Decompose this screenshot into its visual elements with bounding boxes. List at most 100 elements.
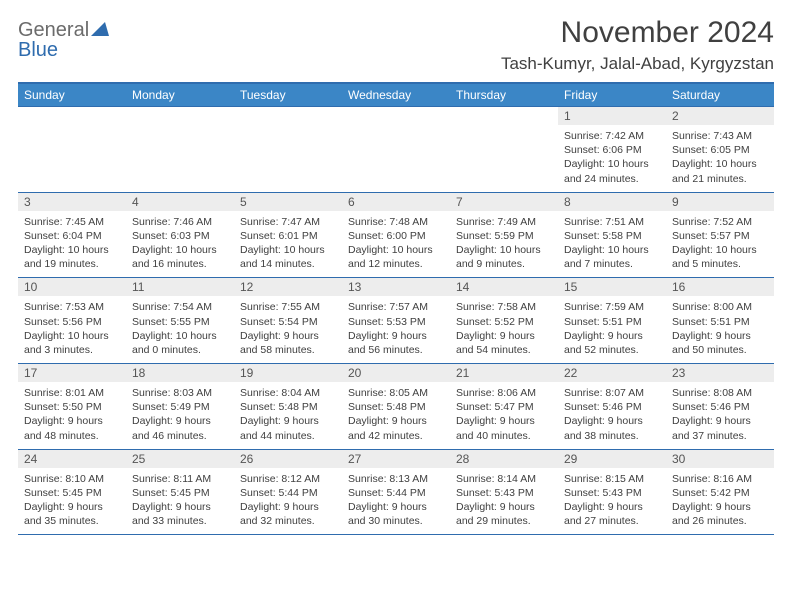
calendar-week: 24Sunrise: 8:10 AMSunset: 5:45 PMDayligh… [18, 449, 774, 535]
day-info: Sunrise: 8:00 AMSunset: 5:51 PMDaylight:… [666, 296, 774, 363]
day-number: 2 [666, 107, 774, 125]
daylight-line2: and 38 minutes. [564, 429, 660, 443]
sunrise-text: Sunrise: 7:43 AM [672, 129, 768, 143]
brand-word1: General [18, 19, 89, 41]
day-number: 23 [666, 364, 774, 382]
sunrise-text: Sunrise: 8:03 AM [132, 386, 228, 400]
daylight-line1: Daylight: 9 hours [240, 414, 336, 428]
daylight-line2: and 21 minutes. [672, 172, 768, 186]
daylight-line2: and 58 minutes. [240, 343, 336, 357]
calendar-cell: 8Sunrise: 7:51 AMSunset: 5:58 PMDaylight… [558, 193, 666, 278]
daylight-line1: Daylight: 9 hours [24, 500, 120, 514]
day-number: 4 [126, 193, 234, 211]
sunrise-text: Sunrise: 7:59 AM [564, 300, 660, 314]
sunset-text: Sunset: 5:43 PM [564, 486, 660, 500]
daylight-line2: and 30 minutes. [348, 514, 444, 528]
daylight-line1: Daylight: 9 hours [348, 500, 444, 514]
day-number: 8 [558, 193, 666, 211]
day-info: Sunrise: 8:08 AMSunset: 5:46 PMDaylight:… [666, 382, 774, 449]
sunset-text: Sunset: 5:51 PM [564, 315, 660, 329]
day-info: Sunrise: 7:45 AMSunset: 6:04 PMDaylight:… [18, 211, 126, 278]
calendar-cell: 30Sunrise: 8:16 AMSunset: 5:42 PMDayligh… [666, 450, 774, 535]
day-number: 15 [558, 278, 666, 296]
sunset-text: Sunset: 5:57 PM [672, 229, 768, 243]
sunrise-text: Sunrise: 8:13 AM [348, 472, 444, 486]
calendar-cell: 2Sunrise: 7:43 AMSunset: 6:05 PMDaylight… [666, 107, 774, 192]
calendar-cell [342, 107, 450, 192]
calendar-cell [450, 107, 558, 192]
sunrise-text: Sunrise: 7:54 AM [132, 300, 228, 314]
daylight-line1: Daylight: 10 hours [456, 243, 552, 257]
day-number: 17 [18, 364, 126, 382]
sunset-text: Sunset: 5:44 PM [348, 486, 444, 500]
sunrise-text: Sunrise: 8:08 AM [672, 386, 768, 400]
daylight-line1: Daylight: 9 hours [564, 329, 660, 343]
daylight-line2: and 50 minutes. [672, 343, 768, 357]
brand-logo: General Blue [18, 16, 109, 60]
daylight-line1: Daylight: 9 hours [564, 414, 660, 428]
daylight-line1: Daylight: 9 hours [672, 500, 768, 514]
sunrise-text: Sunrise: 7:48 AM [348, 215, 444, 229]
day-info: Sunrise: 7:43 AMSunset: 6:05 PMDaylight:… [666, 125, 774, 192]
day-info: Sunrise: 8:11 AMSunset: 5:45 PMDaylight:… [126, 468, 234, 535]
sunset-text: Sunset: 5:48 PM [240, 400, 336, 414]
sunset-text: Sunset: 5:55 PM [132, 315, 228, 329]
day-info: Sunrise: 8:07 AMSunset: 5:46 PMDaylight:… [558, 382, 666, 449]
calendar-cell: 23Sunrise: 8:08 AMSunset: 5:46 PMDayligh… [666, 364, 774, 449]
daylight-line1: Daylight: 9 hours [456, 414, 552, 428]
sunset-text: Sunset: 5:42 PM [672, 486, 768, 500]
day-of-week-header: Sunday Monday Tuesday Wednesday Thursday… [18, 84, 774, 106]
sunset-text: Sunset: 5:47 PM [456, 400, 552, 414]
calendar-week: 17Sunrise: 8:01 AMSunset: 5:50 PMDayligh… [18, 363, 774, 449]
calendar-cell: 12Sunrise: 7:55 AMSunset: 5:54 PMDayligh… [234, 278, 342, 363]
daylight-line1: Daylight: 10 hours [564, 157, 660, 171]
calendar-cell: 13Sunrise: 7:57 AMSunset: 5:53 PMDayligh… [342, 278, 450, 363]
calendar-week: 3Sunrise: 7:45 AMSunset: 6:04 PMDaylight… [18, 192, 774, 278]
sunset-text: Sunset: 5:44 PM [240, 486, 336, 500]
day-number: 22 [558, 364, 666, 382]
sunset-text: Sunset: 5:56 PM [24, 315, 120, 329]
dow-saturday: Saturday [666, 84, 774, 106]
day-info: Sunrise: 7:58 AMSunset: 5:52 PMDaylight:… [450, 296, 558, 363]
dow-wednesday: Wednesday [342, 84, 450, 106]
sunrise-text: Sunrise: 8:16 AM [672, 472, 768, 486]
sunrise-text: Sunrise: 7:47 AM [240, 215, 336, 229]
sunrise-text: Sunrise: 7:49 AM [456, 215, 552, 229]
day-info: Sunrise: 7:57 AMSunset: 5:53 PMDaylight:… [342, 296, 450, 363]
day-number: 16 [666, 278, 774, 296]
calendar-cell: 22Sunrise: 8:07 AMSunset: 5:46 PMDayligh… [558, 364, 666, 449]
calendar-cell: 16Sunrise: 8:00 AMSunset: 5:51 PMDayligh… [666, 278, 774, 363]
daylight-line2: and 3 minutes. [24, 343, 120, 357]
day-info: Sunrise: 7:53 AMSunset: 5:56 PMDaylight:… [18, 296, 126, 363]
daylight-line1: Daylight: 10 hours [24, 329, 120, 343]
day-number: 19 [234, 364, 342, 382]
daylight-line2: and 48 minutes. [24, 429, 120, 443]
calendar-cell: 26Sunrise: 8:12 AMSunset: 5:44 PMDayligh… [234, 450, 342, 535]
calendar-cell [126, 107, 234, 192]
day-info: Sunrise: 7:46 AMSunset: 6:03 PMDaylight:… [126, 211, 234, 278]
daylight-line2: and 7 minutes. [564, 257, 660, 271]
day-info: Sunrise: 7:48 AMSunset: 6:00 PMDaylight:… [342, 211, 450, 278]
day-info: Sunrise: 7:59 AMSunset: 5:51 PMDaylight:… [558, 296, 666, 363]
day-number: 28 [450, 450, 558, 468]
daylight-line1: Daylight: 10 hours [348, 243, 444, 257]
calendar-cell: 11Sunrise: 7:54 AMSunset: 5:55 PMDayligh… [126, 278, 234, 363]
day-info: Sunrise: 7:49 AMSunset: 5:59 PMDaylight:… [450, 211, 558, 278]
day-number: 18 [126, 364, 234, 382]
daylight-line2: and 46 minutes. [132, 429, 228, 443]
daylight-line2: and 26 minutes. [672, 514, 768, 528]
sunrise-text: Sunrise: 8:00 AM [672, 300, 768, 314]
sunset-text: Sunset: 5:58 PM [564, 229, 660, 243]
calendar-cell: 7Sunrise: 7:49 AMSunset: 5:59 PMDaylight… [450, 193, 558, 278]
sunset-text: Sunset: 6:00 PM [348, 229, 444, 243]
brand-text: General Blue [18, 20, 109, 60]
daylight-line2: and 35 minutes. [24, 514, 120, 528]
daylight-line2: and 5 minutes. [672, 257, 768, 271]
sunrise-text: Sunrise: 8:12 AM [240, 472, 336, 486]
daylight-line2: and 54 minutes. [456, 343, 552, 357]
sunset-text: Sunset: 5:45 PM [132, 486, 228, 500]
daylight-line1: Daylight: 9 hours [456, 329, 552, 343]
sunset-text: Sunset: 5:46 PM [564, 400, 660, 414]
sunrise-text: Sunrise: 7:57 AM [348, 300, 444, 314]
sunset-text: Sunset: 5:48 PM [348, 400, 444, 414]
